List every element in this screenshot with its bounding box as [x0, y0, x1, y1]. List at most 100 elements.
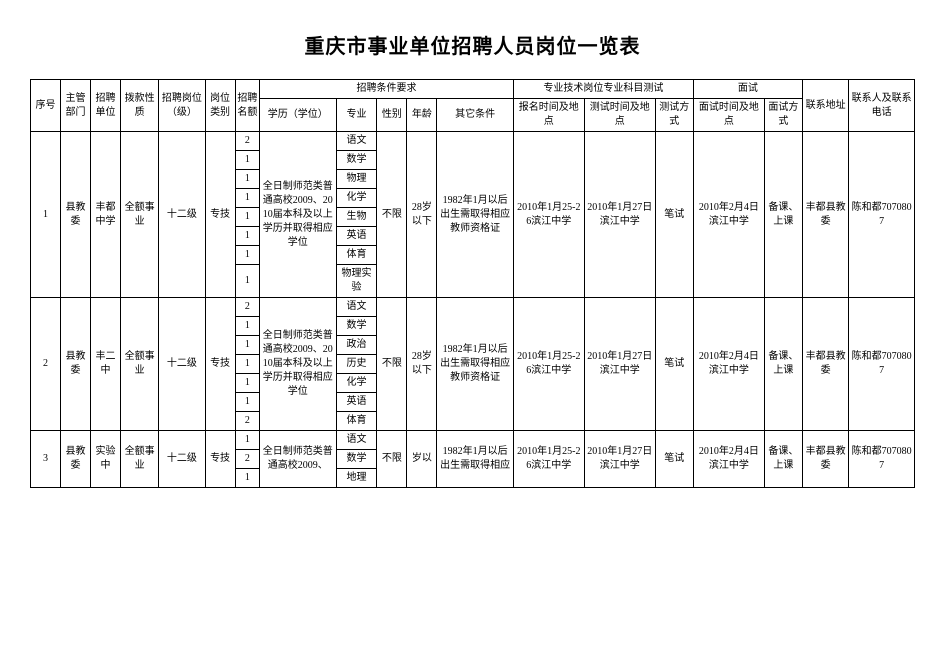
cell-contact: 陈和都7070807 [849, 132, 915, 298]
cell-addr: 丰都县教委 [802, 298, 848, 431]
h-unit: 招聘单位 [91, 80, 121, 132]
h-inttime: 面试时间及地点 [693, 99, 764, 132]
cell-fund: 全额事业 [121, 431, 159, 488]
cell-subject: 物理实验 [336, 265, 377, 298]
h-exam-group: 专业技术岗位专业科目测试 [513, 80, 693, 99]
cell-qty: 2 [235, 132, 260, 151]
cell-cat: 专技 [205, 132, 235, 298]
cell-subject: 英语 [336, 227, 377, 246]
table-row: 1县教委丰都中学全额事业十二级专技2全日制师范类普通高校2009、2010届本科… [31, 132, 915, 151]
cell-subject: 政治 [336, 336, 377, 355]
cell-post: 十二级 [159, 132, 205, 298]
h-cat: 岗位类别 [205, 80, 235, 132]
cell-subject: 语文 [336, 431, 377, 450]
cell-qty: 1 [235, 189, 260, 208]
table-body: 1县教委丰都中学全额事业十二级专技2全日制师范类普通高校2009、2010届本科… [31, 132, 915, 488]
cell-contact: 陈和都7070807 [849, 431, 915, 488]
cell-qty: 1 [235, 355, 260, 374]
cell-testtime: 2010年1月27日滨江中学 [584, 431, 655, 488]
cell-dept: 县教委 [61, 132, 91, 298]
cell-fund: 全额事业 [121, 132, 159, 298]
cell-other: 1982年1月以后出生需取得相应教师资格证 [437, 298, 513, 431]
cell-inttime: 2010年2月4日滨江中学 [693, 132, 764, 298]
cell-qty: 1 [235, 151, 260, 170]
recruitment-table: 序号 主管部门 招聘单位 拨款性质 招聘岗位（级） 岗位类别 招聘名额 招聘条件… [30, 79, 915, 488]
cell-subject: 语文 [336, 298, 377, 317]
cell-unit: 实验中 [91, 431, 121, 488]
cell-post: 十二级 [159, 431, 205, 488]
cell-subject: 体育 [336, 412, 377, 431]
cell-unit: 丰二中 [91, 298, 121, 431]
h-other: 其它条件 [437, 99, 513, 132]
table-row: 3县教委实验中全额事业十二级专技1全日制师范类普通高校2009、语文不限岁以19… [31, 431, 915, 450]
cell-post: 十二级 [159, 298, 205, 431]
cell-qty: 1 [235, 246, 260, 265]
cell-subject: 地理 [336, 469, 377, 488]
cell-other: 1982年1月以后出生需取得相应 [437, 431, 513, 488]
cell-qty: 1 [235, 265, 260, 298]
cell-qty: 2 [235, 450, 260, 469]
cell-edu: 全日制师范类普通高校2009、 [260, 431, 336, 488]
cell-intway: 备课、上课 [764, 132, 802, 298]
cell-edu: 全日制师范类普通高校2009、2010届本科及以上学历并取得相应学位 [260, 132, 336, 298]
h-major: 专业 [336, 99, 377, 132]
h-seq: 序号 [31, 80, 61, 132]
h-fund: 拨款性质 [121, 80, 159, 132]
cell-qty: 2 [235, 412, 260, 431]
cell-qty: 1 [235, 317, 260, 336]
h-qty: 招聘名额 [235, 80, 260, 132]
cell-subject: 生物 [336, 208, 377, 227]
cell-subject: 化学 [336, 374, 377, 393]
cell-regtime: 2010年1月25-26滨江中学 [513, 132, 584, 298]
cell-testway: 笔试 [655, 298, 693, 431]
h-post: 招聘岗位（级） [159, 80, 205, 132]
cell-regtime: 2010年1月25-26滨江中学 [513, 431, 584, 488]
cell-qty: 1 [235, 208, 260, 227]
cell-regtime: 2010年1月25-26滨江中学 [513, 298, 584, 431]
cell-edu: 全日制师范类普通高校2009、2010届本科及以上学历并取得相应学位 [260, 298, 336, 431]
cell-dept: 县教委 [61, 431, 91, 488]
cell-seq: 3 [31, 431, 61, 488]
cell-fund: 全额事业 [121, 298, 159, 431]
cell-sex: 不限 [377, 431, 407, 488]
cell-sex: 不限 [377, 298, 407, 431]
h-req-group: 招聘条件要求 [260, 80, 514, 99]
h-testway: 测试方式 [655, 99, 693, 132]
cell-subject: 英语 [336, 393, 377, 412]
cell-qty: 2 [235, 298, 260, 317]
cell-other: 1982年1月以后出生需取得相应教师资格证 [437, 132, 513, 298]
cell-qty: 1 [235, 431, 260, 450]
cell-testtime: 2010年1月27日滨江中学 [584, 132, 655, 298]
cell-testtime: 2010年1月27日滨江中学 [584, 298, 655, 431]
h-age: 年龄 [407, 99, 437, 132]
h-contact: 联系人及联系电话 [849, 80, 915, 132]
cell-sex: 不限 [377, 132, 407, 298]
table-header: 序号 主管部门 招聘单位 拨款性质 招聘岗位（级） 岗位类别 招聘名额 招聘条件… [31, 80, 915, 132]
h-regtime: 报名时间及地点 [513, 99, 584, 132]
cell-subject: 数学 [336, 450, 377, 469]
table-row: 2县教委丰二中全额事业十二级专技2全日制师范类普通高校2009、2010届本科及… [31, 298, 915, 317]
cell-subject: 化学 [336, 189, 377, 208]
cell-subject: 物理 [336, 170, 377, 189]
cell-qty: 1 [235, 374, 260, 393]
page-title: 重庆市事业单位招聘人员岗位一览表 [30, 30, 915, 59]
cell-qty: 1 [235, 393, 260, 412]
cell-intway: 备课、上课 [764, 298, 802, 431]
h-addr: 联系地址 [802, 80, 848, 132]
cell-age: 28岁以下 [407, 298, 437, 431]
cell-subject: 体育 [336, 246, 377, 265]
cell-cat: 专技 [205, 431, 235, 488]
cell-subject: 历史 [336, 355, 377, 374]
h-int-group: 面试 [693, 80, 802, 99]
cell-subject: 数学 [336, 151, 377, 170]
cell-subject: 语文 [336, 132, 377, 151]
cell-qty: 1 [235, 170, 260, 189]
cell-cat: 专技 [205, 298, 235, 431]
cell-seq: 2 [31, 298, 61, 431]
cell-testway: 笔试 [655, 132, 693, 298]
cell-inttime: 2010年2月4日滨江中学 [693, 298, 764, 431]
cell-addr: 丰都县教委 [802, 431, 848, 488]
cell-dept: 县教委 [61, 298, 91, 431]
h-intway: 面试方式 [764, 99, 802, 132]
h-dept: 主管部门 [61, 80, 91, 132]
